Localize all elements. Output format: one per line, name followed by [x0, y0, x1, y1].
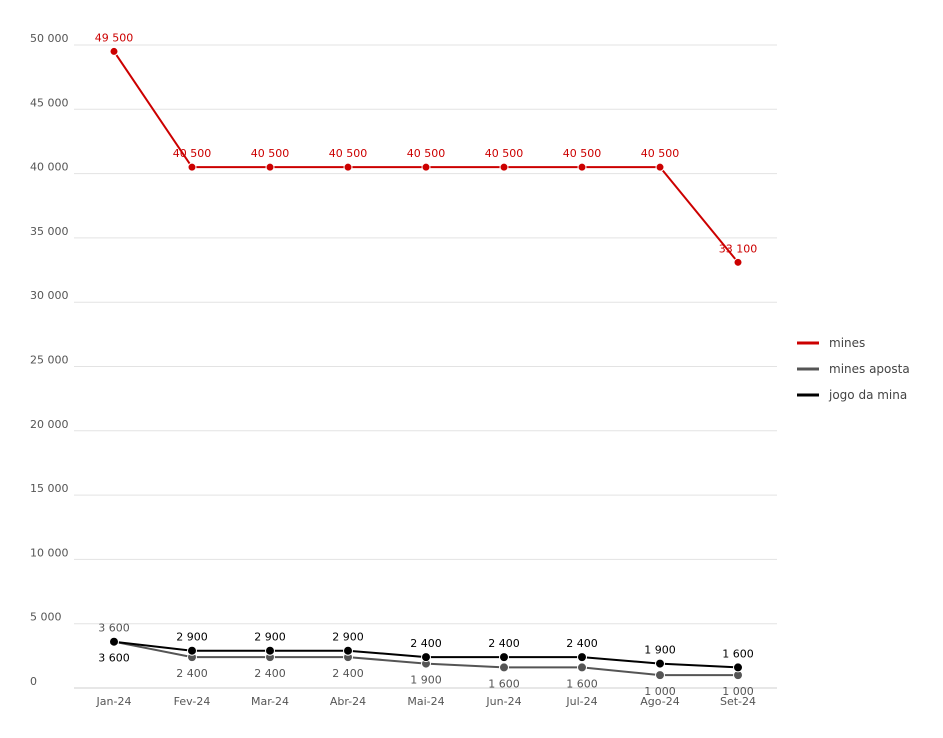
data-label: 40 500 — [251, 147, 290, 160]
x-tick-label: Abr-24 — [330, 695, 366, 708]
data-label: 2 900 — [176, 631, 208, 644]
legend-label: mines — [829, 336, 865, 350]
x-tick-label: Set-24 — [720, 695, 756, 708]
data-point — [577, 652, 587, 663]
x-tick-label: Mai-24 — [407, 695, 444, 708]
y-axis: 0 5 000 10 000 15 000 20 000 25 000 30 000 35 0… — [30, 32, 69, 688]
data-label: 2 900 — [254, 631, 286, 644]
x-tick-label: Ago-24 — [640, 695, 679, 708]
data-label: 2 400 — [254, 667, 286, 680]
data-label: 2 900 — [332, 631, 364, 644]
data-point — [733, 662, 743, 673]
legend-label: mines aposta — [829, 362, 910, 376]
data-point — [577, 662, 587, 673]
y-tick-label: 50 000 — [30, 32, 69, 45]
data-point — [577, 162, 587, 172]
y-tick-label: 10 000 — [30, 546, 69, 559]
y-tick-label: 20 000 — [30, 418, 69, 431]
data-point — [343, 162, 353, 172]
x-tick-label: Mar-24 — [251, 695, 289, 708]
data-point — [499, 162, 509, 172]
data-label: 3 600 — [98, 652, 130, 665]
series-jogo-da-mina: 3 600 2 900 2 900 2 900 2 400 2 400 2 400 1 900… — [98, 631, 754, 673]
data-label: 1 600 — [488, 677, 520, 690]
y-tick-label: 25 000 — [30, 354, 69, 367]
y-tick-label: 35 000 — [30, 225, 69, 238]
data-point — [109, 636, 119, 647]
data-label: 49 500 — [95, 31, 134, 44]
series-group: 49 500 40 500 40 500 40 500 40 500 40 500 40 5… — [95, 31, 758, 698]
data-label: 1 600 — [566, 677, 598, 690]
y-tick-label: 0 — [30, 675, 37, 688]
data-label: 1 900 — [644, 644, 676, 657]
data-point — [655, 162, 665, 172]
data-point — [343, 645, 353, 656]
data-label: 40 500 — [563, 147, 602, 160]
x-tick-label: Jul-24 — [565, 695, 597, 708]
data-label: 40 500 — [407, 147, 446, 160]
data-label: 40 500 — [485, 147, 524, 160]
data-point — [499, 662, 509, 673]
data-label: 40 500 — [173, 147, 212, 160]
data-label: 2 400 — [176, 667, 208, 680]
data-point — [499, 652, 509, 663]
x-tick-label: Fev-24 — [174, 695, 211, 708]
x-tick-label: Jan-24 — [96, 695, 132, 708]
data-point — [421, 162, 431, 172]
data-point — [265, 162, 275, 172]
data-point — [187, 162, 197, 172]
data-point — [187, 645, 197, 656]
data-label: 2 400 — [410, 637, 442, 650]
data-label: 1 000 — [722, 685, 754, 698]
y-tick-label: 45 000 — [30, 96, 69, 109]
y-tick-label: 5 000 — [30, 611, 62, 624]
data-point — [655, 670, 665, 681]
data-label: 33 100 — [719, 242, 758, 255]
x-tick-label: Jun-24 — [485, 695, 521, 708]
data-point — [655, 658, 665, 669]
data-label: 1 900 — [410, 674, 442, 687]
data-point — [421, 652, 431, 663]
data-label: 40 500 — [641, 147, 680, 160]
y-tick-label: 30 000 — [30, 289, 69, 302]
x-axis: Jan-24 Fev-24 Mar-24 Abr-24 Mai-24 Jun-24 Jul-… — [96, 695, 756, 708]
data-label: 1 600 — [722, 647, 754, 660]
data-label: 2 400 — [488, 637, 520, 650]
series-mines: 49 500 40 500 40 500 40 500 40 500 40 500 40 5… — [95, 31, 758, 267]
y-tick-label: 40 000 — [30, 161, 69, 174]
data-label: 1 000 — [644, 685, 676, 698]
grid-lines — [74, 44, 777, 689]
data-point — [109, 46, 119, 56]
legend-label: jogo da mina — [828, 388, 907, 402]
data-label: 40 500 — [329, 147, 368, 160]
data-label: 3 600 — [98, 622, 130, 635]
data-label: 2 400 — [332, 667, 364, 680]
data-point — [733, 257, 743, 267]
legend: mines mines aposta jogo da mina — [797, 336, 910, 402]
data-label: 2 400 — [566, 637, 598, 650]
y-tick-label: 15 000 — [30, 482, 69, 495]
data-point — [265, 645, 275, 656]
